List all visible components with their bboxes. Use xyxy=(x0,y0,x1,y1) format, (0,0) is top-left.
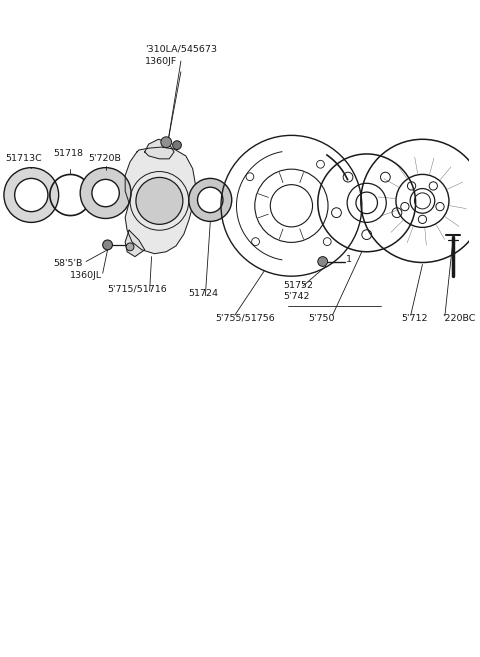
Text: 58'5'B: 58'5'B xyxy=(54,259,83,268)
Polygon shape xyxy=(125,230,145,257)
Wedge shape xyxy=(80,168,131,219)
Text: 5'720B: 5'720B xyxy=(88,154,121,164)
Text: '310LA/545673: '310LA/545673 xyxy=(145,45,217,54)
Circle shape xyxy=(173,141,181,150)
Text: 51724: 51724 xyxy=(189,289,219,298)
Circle shape xyxy=(318,257,327,266)
Text: 5'742: 5'742 xyxy=(284,292,310,301)
Wedge shape xyxy=(189,179,232,221)
Circle shape xyxy=(103,240,112,250)
Circle shape xyxy=(161,137,172,148)
Text: 1360JF: 1360JF xyxy=(145,57,177,66)
Text: 51713C: 51713C xyxy=(5,154,42,164)
Text: 5'755/51756: 5'755/51756 xyxy=(215,314,275,323)
Wedge shape xyxy=(4,168,59,223)
Text: 1: 1 xyxy=(346,255,352,264)
Text: 51752: 51752 xyxy=(284,281,313,290)
Text: 5'715/51716: 5'715/51716 xyxy=(108,284,168,294)
Text: 5'712: 5'712 xyxy=(401,314,427,323)
Text: 5'750: 5'750 xyxy=(308,314,335,323)
Polygon shape xyxy=(145,139,174,159)
Polygon shape xyxy=(125,147,195,254)
Text: '220BC: '220BC xyxy=(442,314,475,323)
Text: 51718: 51718 xyxy=(54,149,84,158)
Circle shape xyxy=(136,177,183,224)
Text: 1360JL: 1360JL xyxy=(71,271,103,280)
Circle shape xyxy=(126,243,134,251)
